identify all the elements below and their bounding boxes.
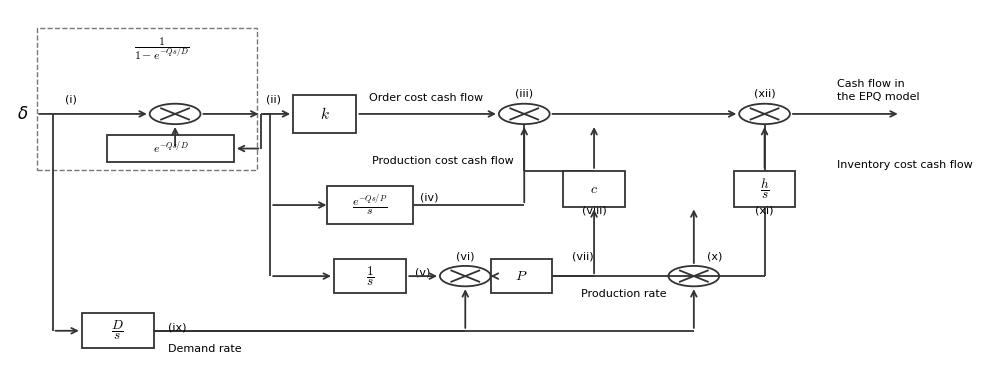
Bar	[82, 313, 154, 348]
Text: Cash flow in
the EPQ model: Cash flow in the EPQ model	[836, 79, 919, 102]
Text: (ix): (ix)	[168, 322, 186, 332]
Text: Production rate: Production rate	[581, 289, 667, 299]
Text: Inventory cost cash flow: Inventory cost cash flow	[836, 160, 972, 170]
Text: (vi): (vi)	[456, 251, 474, 261]
Bar	[326, 186, 413, 224]
Text: $c$: $c$	[590, 182, 598, 196]
Text: (xii): (xii)	[753, 89, 775, 99]
Text: (v): (v)	[415, 268, 430, 278]
Text: $\dfrac{1}{s}$: $\dfrac{1}{s}$	[366, 265, 374, 287]
Bar	[490, 259, 552, 293]
Text: (iii): (iii)	[515, 89, 532, 99]
Text: (i): (i)	[65, 94, 77, 104]
Bar	[333, 259, 406, 293]
Text: $\dfrac{h}{s}$: $\dfrac{h}{s}$	[759, 176, 768, 201]
Text: $e^{-Qs/D}$: $e^{-Qs/D}$	[153, 141, 188, 157]
Text: $\dfrac{1}{1-e^{-Qs/D}}$: $\dfrac{1}{1-e^{-Qs/D}}$	[133, 35, 189, 61]
Text: (viii): (viii)	[581, 205, 605, 215]
Text: (iv): (iv)	[419, 193, 438, 203]
Bar	[293, 95, 356, 133]
Text: $\dfrac{D}{s}$: $\dfrac{D}{s}$	[111, 319, 124, 342]
Text: (vii): (vii)	[572, 251, 594, 261]
Text: $\dfrac{e^{-Qs/P}}{s}$: $\dfrac{e^{-Qs/P}}{s}$	[352, 193, 387, 218]
Text: $k$: $k$	[319, 106, 329, 122]
Text: (ii): (ii)	[265, 94, 280, 104]
Text: (xi): (xi)	[754, 205, 773, 215]
Text: $\delta$: $\delta$	[17, 105, 29, 123]
Bar	[106, 135, 234, 162]
Text: $P$: $P$	[515, 269, 528, 283]
Text: (x): (x)	[707, 251, 722, 261]
Bar	[733, 171, 795, 206]
Text: Order cost cash flow: Order cost cash flow	[369, 92, 483, 102]
Text: Production cost cash flow: Production cost cash flow	[372, 156, 513, 166]
Text: Demand rate: Demand rate	[168, 344, 242, 354]
Bar	[37, 28, 256, 171]
Bar	[563, 171, 624, 206]
